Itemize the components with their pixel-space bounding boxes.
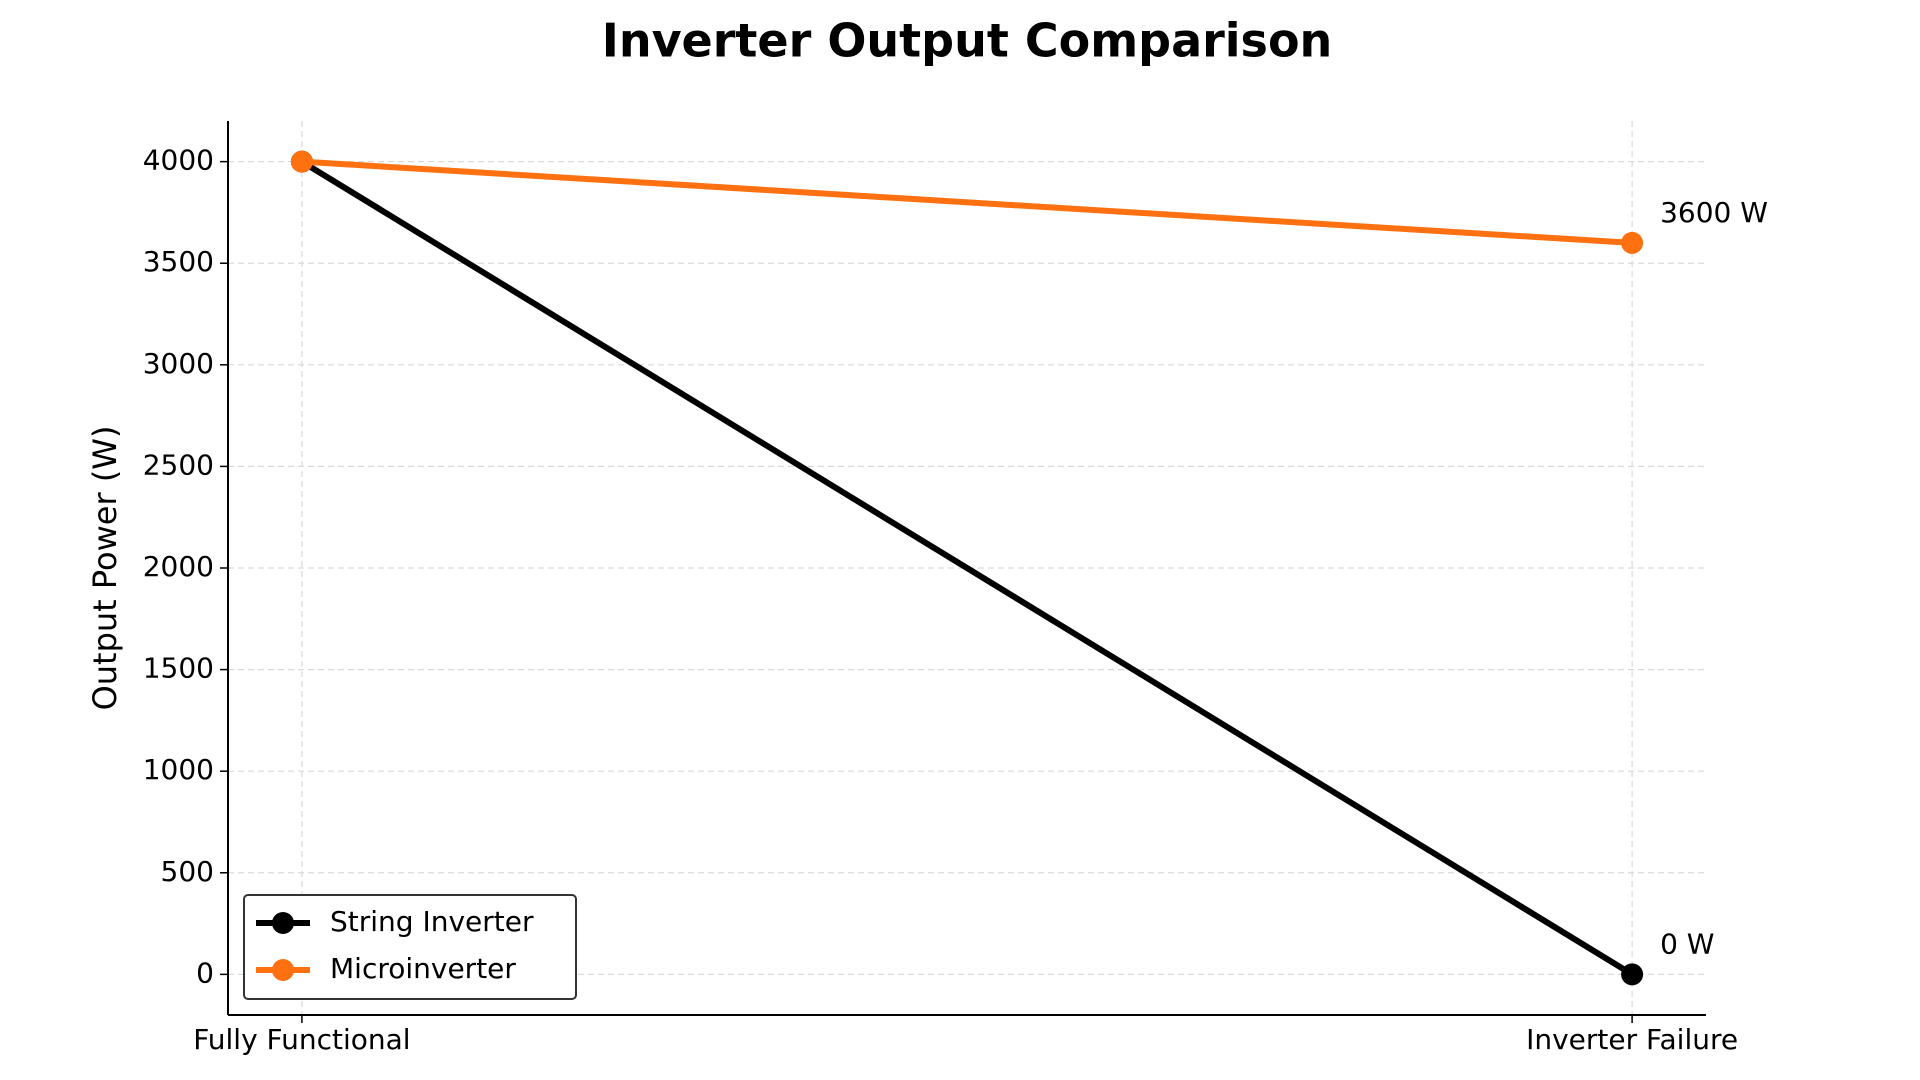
legend-marker <box>272 912 294 934</box>
series-line <box>301 158 1633 246</box>
value-label: 3600 W <box>1660 196 1768 229</box>
y-tick-label: 500 <box>161 855 214 888</box>
y-tick-label: 2000 <box>143 550 214 583</box>
y-tick-label: 1000 <box>143 753 214 786</box>
value-label: 0 W <box>1660 927 1714 960</box>
legend-box <box>243 894 577 1000</box>
y-tick-label: 0 <box>196 956 214 989</box>
y-tick-label: 3500 <box>143 245 214 278</box>
legend-label: Microinverter <box>330 952 516 985</box>
legend-marker <box>272 959 294 981</box>
y-tick-label: 2500 <box>143 448 214 481</box>
point <box>1621 231 1644 254</box>
x-tick-label: Inverter Failure <box>1526 1023 1738 1056</box>
series-line <box>300 159 1634 977</box>
point <box>290 150 313 173</box>
chart-title: Inverter Output Comparison <box>602 14 1333 68</box>
y-tick-label: 4000 <box>143 144 214 177</box>
y-axis-label: Output Power (W) <box>86 426 124 711</box>
point <box>1621 963 1644 986</box>
y-tick-label: 3000 <box>143 347 214 380</box>
y-tick-label: 1500 <box>143 652 214 685</box>
x-tick-label: Fully Functional <box>193 1023 410 1056</box>
legend-label: String Inverter <box>330 905 534 938</box>
